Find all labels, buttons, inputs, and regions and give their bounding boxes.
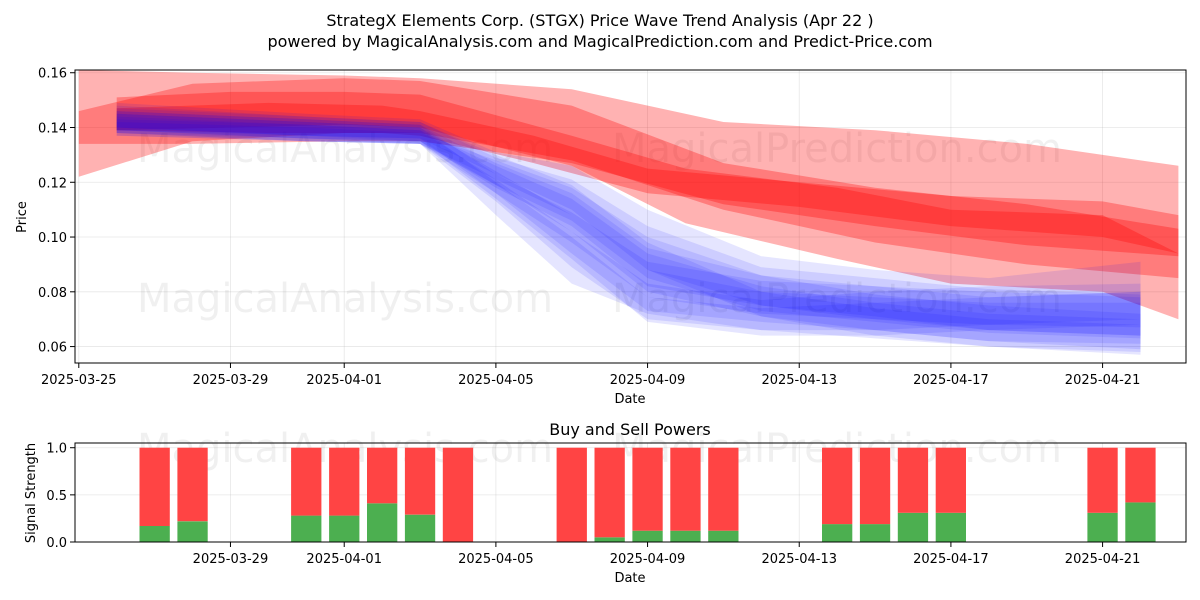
sell-wave-band — [78, 78, 1179, 279]
sell-power-bar — [897, 447, 929, 513]
watermark: MagicalAnalysis.com — [137, 126, 553, 172]
sell-power-bar — [291, 447, 322, 516]
price-grid — [75, 70, 1186, 363]
buy-wave-band — [116, 111, 1141, 336]
sell-power-bar — [859, 447, 891, 525]
buy-power-bar — [329, 515, 360, 542]
sell-power-bar — [404, 447, 436, 515]
price-x-ticks: 2025-03-25 2025-03-29 2025-04-01 2025-04-05… — [41, 363, 1140, 388]
x-tick-label: 2025-04-13 — [761, 373, 837, 388]
signal-y-label: Signal Strength — [24, 443, 39, 543]
buy-wave-band — [116, 105, 1141, 339]
signal-x-ticks: 2025-03-29 2025-04-01 2025-04-05 2025-04-09… — [193, 542, 1141, 567]
buy-power-bar — [897, 512, 929, 542]
buy-wave-band — [116, 113, 1141, 336]
signal-x-label: Date — [614, 571, 645, 586]
sell-power-bar — [708, 447, 739, 531]
signal-y-ticks: 0.0 0.5 1.0 — [46, 442, 75, 551]
price-axes-frame — [74, 69, 1187, 364]
sell-power-bar — [1125, 447, 1156, 503]
buy-wave-band — [116, 119, 1141, 331]
signal-bars — [139, 447, 1156, 542]
sell-power-bar — [329, 447, 360, 516]
x-tick-label: 2025-04-09 — [610, 552, 686, 567]
x-tick-label: 2025-04-21 — [1065, 373, 1141, 388]
buy-power-bar — [139, 526, 170, 542]
x-tick-label: 2025-03-25 — [41, 373, 117, 388]
price-panel: MagicalAnalysis.com MagicalPrediction.co… — [15, 67, 1187, 407]
signal-title: Buy and Sell Powers — [549, 420, 711, 439]
sell-power-bar — [632, 447, 663, 531]
sell-power-bar — [935, 447, 966, 513]
buy-power-bar — [670, 530, 701, 542]
x-tick-label: 2025-04-01 — [306, 373, 382, 388]
y-tick-label: 0.08 — [38, 286, 67, 301]
y-tick-label: 0.5 — [46, 489, 67, 504]
buy-wave-band — [116, 122, 1141, 336]
price-bands — [78, 70, 1179, 355]
x-tick-label: 2025-03-29 — [193, 373, 269, 388]
x-tick-label: 2025-04-21 — [1065, 552, 1141, 567]
chart-subtitle: powered by MagicalAnalysis.com and Magic… — [267, 32, 932, 51]
x-tick-label: 2025-04-17 — [913, 552, 989, 567]
sell-power-bar — [670, 447, 701, 531]
buy-power-bar — [632, 530, 663, 542]
x-tick-label: 2025-04-01 — [306, 552, 382, 567]
y-tick-label: 0.12 — [38, 176, 67, 191]
buy-power-bar — [822, 524, 853, 542]
sell-wave-band — [116, 91, 1179, 320]
buy-wave-band — [116, 116, 1141, 350]
x-tick-label: 2025-04-13 — [761, 552, 837, 567]
watermark: MagicalPrediction.com — [612, 126, 1062, 172]
sell-wave-band — [78, 70, 1179, 257]
x-tick-label: 2025-04-09 — [610, 373, 686, 388]
sell-power-bar — [594, 447, 625, 538]
chart-title: StrategX Elements Corp. (STGX) Price Wav… — [326, 11, 873, 30]
buy-power-bar — [708, 530, 739, 542]
price-y-label: Price — [15, 201, 30, 233]
x-tick-label: 2025-04-05 — [458, 373, 534, 388]
buy-wave-band — [116, 102, 1141, 353]
buy-power-bar — [291, 515, 322, 542]
buy-wave-band — [116, 108, 1141, 355]
y-tick-label: 0.10 — [38, 231, 67, 246]
buy-power-bar — [594, 537, 625, 542]
x-tick-label: 2025-04-05 — [458, 552, 534, 567]
buy-power-bar — [367, 503, 398, 542]
signal-axes-frame — [74, 442, 1187, 543]
sell-power-bar — [1087, 447, 1118, 513]
watermark: MagicalAnalysis.com — [137, 276, 553, 322]
sell-power-bar — [442, 447, 474, 542]
y-tick-label: 0.0 — [46, 536, 67, 551]
watermark: MagicalPrediction.com — [612, 276, 1062, 322]
sell-power-bar — [177, 447, 208, 522]
y-tick-label: 1.0 — [46, 442, 67, 457]
y-tick-label: 0.06 — [38, 341, 67, 356]
sell-power-bar — [822, 447, 853, 525]
buy-wave-band — [116, 113, 1141, 344]
sell-wave-band — [116, 102, 1179, 254]
buy-power-bar — [935, 512, 966, 542]
y-tick-label: 0.16 — [38, 67, 67, 82]
x-tick-label: 2025-04-17 — [913, 373, 989, 388]
buy-power-bar — [1125, 502, 1156, 542]
price-watermarks: MagicalAnalysis.com MagicalPrediction.co… — [137, 126, 1062, 322]
sell-power-bar — [367, 447, 398, 504]
buy-power-bar — [404, 514, 436, 542]
x-tick-label: 2025-03-29 — [193, 552, 269, 567]
buy-power-bar — [1087, 512, 1118, 542]
buy-power-bar — [177, 521, 208, 542]
sell-power-bar — [556, 447, 587, 542]
signal-panel: Buy and Sell Powers MagicalAnalysis.com … — [24, 420, 1187, 586]
sell-power-bar — [139, 447, 170, 526]
price-y-ticks: 0.06 0.08 0.10 0.12 0.14 0.16 — [38, 67, 75, 356]
price-x-label: Date — [614, 392, 645, 407]
buy-wave-band — [116, 111, 1141, 328]
buy-power-bar — [859, 524, 891, 542]
y-tick-label: 0.14 — [38, 122, 67, 137]
